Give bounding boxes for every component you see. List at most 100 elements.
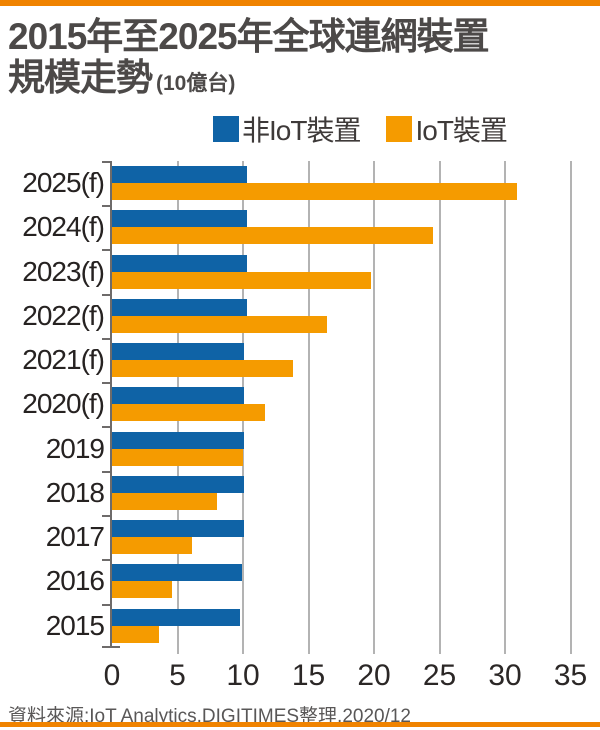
x-axis-tick-label: 20 <box>357 658 391 692</box>
bar-non-iot <box>112 343 245 361</box>
chart-row: 2018 <box>0 471 600 515</box>
chart-row: 2023(f) <box>0 249 600 293</box>
title-line-1: 2015年至2025年全球連網裝置 <box>8 16 490 57</box>
title-unit-label: (10億台) <box>156 72 236 96</box>
non-iot-swatch-icon <box>213 115 239 142</box>
source-note: 資料來源:IoT Analytics,DIGITIMES整理,2020/12 <box>8 705 411 727</box>
y-axis-tick <box>102 559 111 562</box>
bar-group <box>112 249 372 293</box>
bar-iot <box>112 492 217 510</box>
gridline <box>373 160 375 654</box>
bar-non-iot <box>112 475 245 493</box>
title-line-2: 規模走勢 (10億台) <box>8 57 592 98</box>
legend-item-non-iot: 非IoT裝置 <box>213 109 361 149</box>
chart-row: 2024(f) <box>0 205 600 249</box>
y-axis-category-label: 2019 <box>45 432 105 464</box>
bar-group <box>112 294 327 338</box>
chart-row: 2017 <box>0 515 600 559</box>
y-axis-category-label: 2023(f) <box>22 255 105 287</box>
bar-chart: 0 5 10 15 20 25 30 35 2025(f) 2024(f) 2023(f) 2022… <box>0 159 600 693</box>
y-axis-category-label: 2016 <box>45 565 105 597</box>
y-axis-tick <box>102 293 111 296</box>
bar-non-iot <box>112 564 242 582</box>
bar-group <box>112 515 245 559</box>
y-axis-category-label: 2025(f) <box>22 167 105 198</box>
bar-non-iot <box>112 431 245 449</box>
legend-item-iot: IoT裝置 <box>386 109 508 149</box>
y-axis-tick <box>102 205 111 208</box>
chart-row: 2022(f) <box>0 294 600 338</box>
gridline <box>438 160 441 654</box>
x-axis-tick-label: 35 <box>553 658 588 692</box>
gridline <box>504 160 506 654</box>
iot-swatch-icon <box>386 115 413 142</box>
bar-non-iot <box>112 387 245 405</box>
x-axis-tick-label: 10 <box>226 658 260 692</box>
bar-group <box>112 205 433 249</box>
bar-non-iot <box>112 608 241 626</box>
x-axis-tick-label: 5 <box>169 658 186 692</box>
page-title: 2015年至2025年全球連網裝置 規模走勢 (10億台) <box>8 16 592 99</box>
y-axis-tick <box>102 249 111 252</box>
gridline <box>307 160 310 654</box>
y-axis-tick <box>102 645 111 648</box>
x-axis-tick-label: 30 <box>488 658 522 692</box>
chart-row: 2020(f) <box>0 382 600 426</box>
y-axis-tick <box>102 603 111 606</box>
bar-group <box>112 471 245 515</box>
bar-non-iot <box>112 210 247 228</box>
bar-non-iot <box>112 254 247 272</box>
y-axis-tick <box>102 515 111 518</box>
bar-group <box>112 382 266 426</box>
bar-iot <box>112 537 192 555</box>
bar-rows: 2025(f) 2024(f) 2023(f) 2022(f) 2021(f) 2020(… <box>0 161 600 648</box>
legend-label-iot: IoT裝置 <box>415 114 507 146</box>
plot-area: 0 5 10 15 20 25 30 35 <box>102 160 587 692</box>
y-axis-tick <box>102 470 111 473</box>
bar-group <box>112 604 241 648</box>
axis-corner <box>110 645 120 648</box>
legend-label-non-iot: 非IoT裝置 <box>242 114 361 146</box>
bar-iot <box>112 183 517 200</box>
bar-group <box>112 559 242 603</box>
chart-legend: 非IoT裝置 IoT裝置 <box>213 109 600 149</box>
bar-iot <box>112 315 327 333</box>
y-axis-line <box>110 160 112 648</box>
y-axis-category-label: 2015 <box>45 609 105 641</box>
bar-non-iot <box>112 166 247 183</box>
y-axis-category-label: 2018 <box>45 476 105 508</box>
bar-iot <box>112 271 372 289</box>
y-axis-category-label: 2022(f) <box>22 299 105 331</box>
y-axis-tick <box>102 382 111 385</box>
chart-row: 2015 <box>0 604 600 648</box>
chart-row: 2021(f) <box>0 338 600 382</box>
bar-non-iot <box>112 298 247 316</box>
bar-iot <box>112 360 293 378</box>
gridline <box>569 160 572 654</box>
y-axis-tick <box>102 337 111 340</box>
x-axis-tick-label: 0 <box>103 658 121 692</box>
x-axis-tick-label: 25 <box>422 658 457 692</box>
y-axis-category-label: 2021(f) <box>22 344 105 376</box>
bar-iot <box>112 448 243 466</box>
y-axis-tick <box>102 160 111 163</box>
y-axis-category-label: 2024(f) <box>22 211 105 243</box>
chart-row: 2016 <box>0 559 600 603</box>
bar-iot <box>112 404 266 422</box>
title-main: 規模走勢 <box>8 57 153 99</box>
chart-row: 2025(f) <box>0 161 600 205</box>
bar-group <box>112 426 245 470</box>
bar-iot <box>112 227 433 245</box>
y-axis-category-label: 2020(f) <box>22 388 105 420</box>
bar-iot <box>112 625 160 643</box>
top-divider <box>0 0 600 6</box>
y-axis-category-label: 2017 <box>45 521 105 553</box>
x-axis-tick-label: 15 <box>291 658 326 692</box>
chart-row: 2019 <box>0 426 600 470</box>
y-axis-tick <box>102 426 111 429</box>
bar-group <box>112 338 293 382</box>
bar-non-iot <box>112 520 245 538</box>
bar-group <box>112 161 517 205</box>
bar-iot <box>112 581 173 599</box>
